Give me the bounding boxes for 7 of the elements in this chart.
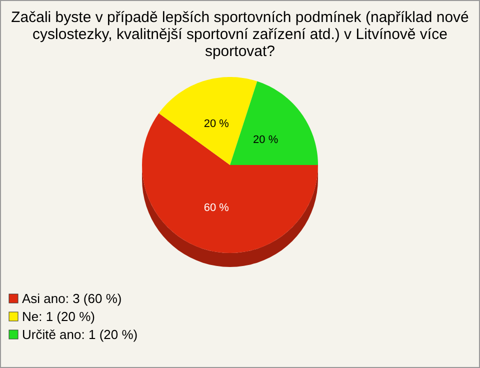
legend-label: Určitě ano: 1 (20 %) [22,327,138,342]
data-label: 20 % [253,134,278,146]
data-label: 20 % [204,118,230,130]
legend-label: Asi ano: 3 (60 %) [22,291,122,306]
data-label: 60 % [204,202,230,214]
legend-label: Ne: 1 (20 %) [22,309,95,324]
chart-title: Začali byste v případě lepších sportovních podmínek (například nové cyslostezky, kvalitnější sportovní zařízení atd.) v Litvínově více sportovat? [11,9,469,60]
